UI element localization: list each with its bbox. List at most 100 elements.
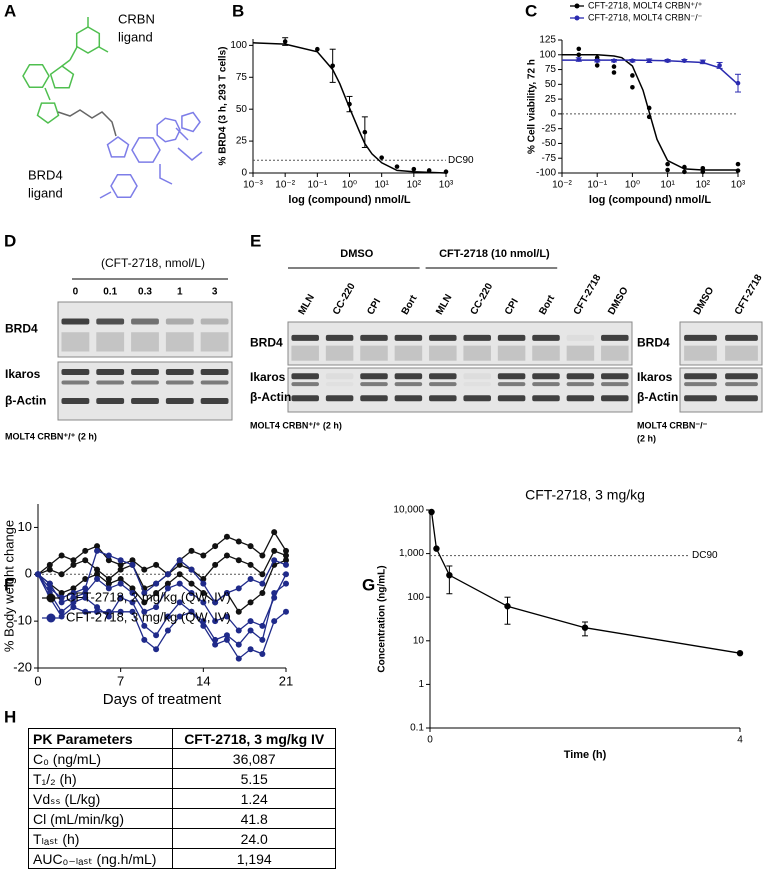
blot-footer: MOLT4 CRBN⁻/⁻	[637, 420, 708, 430]
row-label: Ikaros	[5, 367, 41, 381]
band	[601, 395, 629, 402]
data-point	[153, 646, 160, 653]
y-tick-label: -10	[13, 613, 32, 628]
band	[684, 334, 717, 341]
pk-table: PK Parameters CFT-2718, 3 mg/kg IV C₀ (ng/…	[27, 728, 336, 869]
ring	[106, 136, 130, 158]
row-label: BRD4	[5, 322, 38, 336]
data-point	[330, 63, 335, 69]
data-point	[82, 585, 89, 592]
band	[532, 382, 560, 387]
data-point	[94, 566, 101, 573]
band	[200, 397, 229, 404]
data-point	[105, 585, 112, 592]
data-line	[37, 559, 287, 613]
data-point	[82, 557, 89, 564]
blot-header: (CFT-2718, nmol/L)	[101, 256, 205, 270]
data-point	[58, 599, 65, 606]
blot-panel	[57, 301, 233, 358]
table-cell: Vdₛₛ (L/kg)	[27, 788, 174, 809]
x-tick-label: 10⁻³	[243, 180, 263, 191]
blot-footer: MOLT4 CRBN⁺/⁺ (2 h)	[250, 420, 342, 430]
band	[96, 368, 125, 375]
band	[360, 334, 388, 341]
bond	[159, 164, 173, 185]
brd4-label: BRD4	[28, 167, 63, 182]
band	[394, 334, 423, 341]
chart-title: CFT-2718, 3 mg/kg	[525, 487, 645, 503]
table-cell: 1.24	[172, 788, 336, 809]
band	[165, 318, 194, 325]
data-point	[646, 105, 652, 111]
data-line	[37, 530, 287, 576]
crbn-label: ligand	[118, 29, 153, 44]
table-row: Vdₛₛ (L/kg) 1.24	[27, 788, 336, 809]
blot-footer: MOLT4 CRBN⁺/⁺ (2 h)	[5, 431, 97, 441]
data-point	[200, 599, 207, 606]
molecule	[22, 17, 203, 199]
band	[291, 395, 319, 402]
band	[131, 332, 159, 352]
lane-label: 0.3	[138, 287, 152, 298]
data-point	[188, 590, 195, 597]
data-point	[117, 561, 124, 568]
data-point	[223, 590, 230, 597]
band	[429, 382, 457, 387]
data-point	[94, 575, 101, 582]
y-tick-label: 10	[18, 519, 32, 534]
data-point	[164, 613, 171, 620]
band	[96, 397, 125, 404]
data-point	[200, 575, 207, 582]
data-point	[283, 580, 289, 587]
data-point	[35, 571, 41, 578]
data-point	[117, 575, 124, 582]
table-row: C₀ (ng/mL) 36,087	[27, 748, 336, 769]
y-tick-label: -50	[542, 138, 557, 149]
data-point	[200, 622, 207, 629]
data-point	[70, 561, 77, 568]
data-point	[200, 552, 207, 559]
data-point	[188, 547, 195, 554]
band	[326, 382, 354, 386]
band	[684, 395, 717, 402]
x-tick-label: 0	[427, 735, 433, 746]
data-point	[611, 64, 617, 69]
band	[684, 373, 717, 380]
x-axis-label: Days of treatment	[103, 691, 222, 708]
data-point	[235, 627, 242, 634]
data-point	[247, 627, 254, 634]
data-point	[283, 552, 289, 559]
data-point	[646, 114, 652, 120]
band	[61, 318, 90, 325]
band	[200, 318, 229, 325]
data-point	[82, 575, 89, 582]
data-point	[105, 552, 112, 559]
data-point	[646, 58, 652, 63]
fit-curve	[252, 42, 447, 174]
data-line	[430, 511, 741, 654]
data-point	[200, 590, 207, 597]
y-tick-label: 100	[230, 40, 247, 51]
band	[165, 397, 194, 404]
data-point	[665, 58, 670, 63]
data-point	[141, 566, 148, 573]
lane-label: CC-220	[469, 281, 496, 317]
y-tick-label: -100	[536, 168, 556, 179]
table-cell: T₁/₂ (h)	[27, 768, 174, 789]
data-point	[394, 164, 400, 169]
data-point	[58, 552, 65, 559]
data-point	[82, 608, 89, 615]
x-tick-label: 10³	[731, 180, 746, 191]
lane-label: 1	[177, 287, 183, 298]
data-point	[271, 557, 278, 564]
x-tick-label: 10⁻²	[275, 180, 295, 191]
data-point	[200, 580, 207, 587]
lane-label: MLN	[434, 293, 454, 317]
data-point	[94, 571, 101, 578]
data-point	[129, 561, 136, 568]
data-line	[37, 574, 287, 660]
data-point	[46, 561, 53, 568]
data-point	[594, 58, 600, 63]
row-label: BRD4	[250, 336, 283, 350]
band	[291, 334, 319, 341]
